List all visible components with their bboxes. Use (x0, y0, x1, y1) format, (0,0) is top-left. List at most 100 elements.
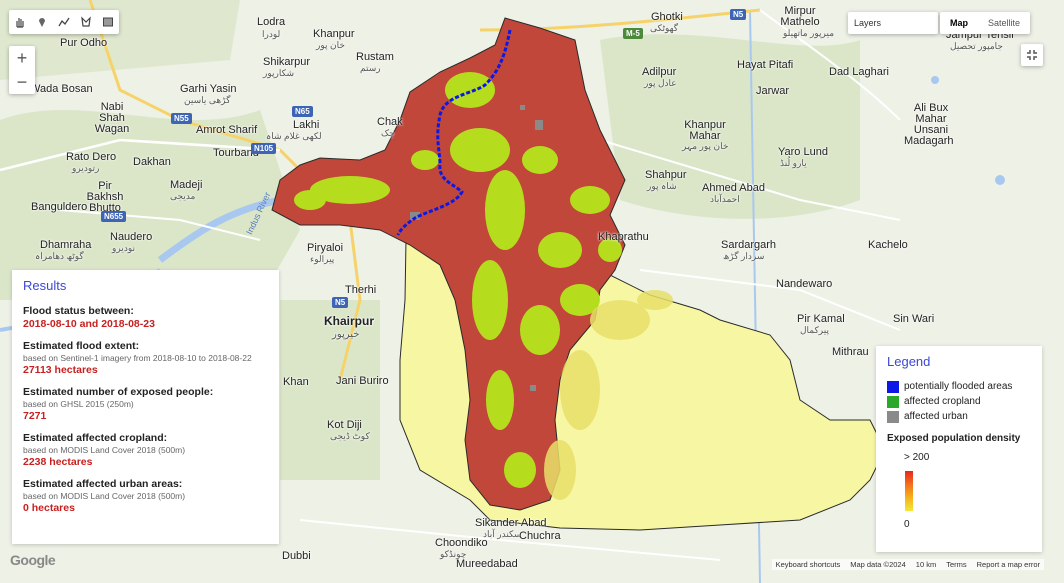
flood-status-value: 2018-08-10 and 2018-08-23 (23, 318, 155, 330)
place-jani-buriro: Jani Buriro (336, 375, 389, 387)
zoom-in-button[interactable]: + (16, 48, 28, 68)
legend-title: Legend (887, 354, 931, 369)
drawing-toolbar (9, 10, 119, 34)
place-dakhan: Dakhan (133, 156, 171, 168)
marker-icon[interactable] (31, 10, 53, 34)
place-khanpur-mahar-urdu: خان پور مہر (682, 141, 729, 151)
flood-extent-heading: Estimated flood extent: (23, 340, 140, 352)
place-dhamraha-urdu: گوٹھ دھامراہ (35, 251, 84, 261)
map-type-map-button[interactable]: Map (950, 18, 968, 28)
flood-extent-section: Estimated flood extent: based on Sentine… (23, 340, 268, 377)
place-hayat-pitafi: Hayat Pitafi (737, 59, 794, 71)
place-naudero-urdu: نودیرو (112, 243, 135, 253)
zoom-out-button[interactable]: − (16, 72, 28, 92)
road-shield-n5: N5 (730, 9, 747, 20)
urban-value: 0 hectares (23, 502, 75, 514)
place-dhamraha: Dhamraha (40, 239, 92, 251)
report-error-link[interactable]: Report a map error (976, 560, 1040, 569)
place-khanpur: Khanpur (313, 28, 355, 40)
place-rato-dero-urdu: رتودیرو (72, 163, 100, 173)
place-choondiko-urdu: چونڈکو (440, 549, 467, 559)
place-rustam: Rustam (356, 51, 394, 63)
place-lakhi: Lakhi (293, 119, 320, 131)
road-shield-n655: N655 (101, 211, 127, 222)
place-shahpur: Shahpur (645, 169, 687, 181)
map-type-control: Map Satellite (940, 12, 1031, 34)
place-kot-diji: Kot Diji (327, 419, 362, 431)
place-kot-diji-urdu: کوٹ ڈیجی (330, 431, 370, 441)
road-shield-m5: M-5 (623, 28, 643, 39)
cropland-heading: Estimated affected cropland: (23, 432, 168, 444)
results-panel: Results Flood status between: 2018-08-10… (12, 270, 279, 544)
place-pur-odho: Pur Odho (60, 37, 108, 49)
place-garhi-yasin-urdu: گڑھی یاسین (184, 95, 231, 105)
place-yaro-lund: Yaro Lund (778, 146, 828, 158)
place-sardargarh-urdu: سردار گڑھ (723, 251, 765, 261)
place-dad-laghari: Dad Laghari (829, 66, 889, 78)
fullscreen-button[interactable] (1021, 44, 1043, 66)
legend-item-flooded: potentially flooded areas (887, 379, 1031, 394)
google-logo: Google (10, 552, 56, 568)
legend-swatch-flooded (887, 380, 899, 393)
place-madeji: Madeji (170, 179, 203, 191)
place-ghotki: Ghotki (651, 11, 683, 23)
place-mirpur-mathelo: Mirpur Mathelo (780, 5, 820, 28)
place-nandewaro: Nandewaro (776, 278, 833, 290)
place-amrot-sharif: Amrot Sharif (196, 124, 258, 136)
place-sikander-abad: Sikander Abad (475, 517, 547, 529)
place-khairpur: Khairpur (324, 314, 375, 328)
place-adilpur-urdu: عادل پور (644, 78, 677, 88)
keyboard-shortcuts-link[interactable]: Keyboard shortcuts (775, 560, 841, 569)
place-choondiko: Choondiko (435, 537, 488, 549)
place-chak: Chak (377, 116, 403, 128)
place-mithrau: Mithrau (832, 346, 869, 358)
road-shield-n105: N105 (251, 143, 277, 154)
place-garhi-yasin: Garhi Yasin (180, 83, 237, 95)
place-chak-urdu: چک (381, 128, 395, 138)
place-khanpur-urdu: خان پور (316, 40, 345, 50)
rectangle-icon[interactable] (97, 10, 119, 34)
cropland-section: Estimated affected cropland: based on MO… (23, 432, 268, 469)
density-title: Exposed population density (887, 433, 1021, 444)
place-ali-bux: Ali Bux Mahar Unsani (913, 102, 949, 136)
place-khairpur-urdu: خیرپور (332, 329, 360, 340)
place-ahmed-abad-urdu: احمدآباد (710, 194, 740, 204)
map-type-satellite-button[interactable]: Satellite (988, 18, 1021, 28)
terms-link[interactable]: Terms (946, 560, 967, 569)
exposed-people-heading: Estimated number of exposed people: (23, 386, 214, 398)
place-dubbi: Dubbi (282, 550, 311, 562)
road-shield-n5-south: N5 (332, 297, 349, 308)
place-kachelo: Kachelo (868, 239, 908, 251)
place-sardargarh: Sardargarh (721, 239, 777, 251)
hand-icon[interactable] (9, 10, 31, 34)
legend-label-flooded: potentially flooded areas (904, 381, 1013, 392)
place-shahpur-urdu: شاہ پور (647, 181, 677, 191)
scale-label[interactable]: 10 km (915, 560, 937, 569)
place-adilpur: Adilpur (642, 66, 677, 78)
place-rato-dero: Rato Dero (66, 151, 117, 163)
density-min-label: 0 (904, 519, 910, 530)
density-color-ramp (905, 471, 913, 511)
place-tourband: Tourband (213, 147, 259, 159)
legend-swatch-urban (887, 410, 899, 423)
place-piryaloi-urdu: پیرالوء (310, 254, 335, 264)
place-rustam-urdu: رستم (360, 63, 381, 73)
place-jampur: Jampur Tensil (946, 29, 1014, 41)
urban-heading: Estimated affected urban areas: (23, 478, 183, 490)
urban-source: based on MODIS Land Cover 2018 (500m) (23, 491, 186, 501)
flood-extent-value: 27113 hectares (23, 364, 98, 376)
place-chuchra: Chuchra (519, 530, 561, 542)
place-mureedabad: Mureedabad (456, 558, 518, 570)
exposed-people-section: Estimated number of exposed people: base… (23, 386, 268, 423)
polygon-icon[interactable] (75, 10, 97, 34)
exposed-people-source: based on GHSL 2015 (250m) (23, 399, 134, 409)
place-pir-kamal-urdu: پیرکمال (800, 325, 829, 335)
place-naudero: Naudero (110, 231, 153, 243)
place-shikarpur: Shikarpur (263, 56, 311, 68)
road-shield-n65: N65 (292, 106, 313, 117)
flood-status-heading: Flood status between: (23, 305, 134, 317)
polyline-icon[interactable] (53, 10, 75, 34)
layers-dropdown[interactable]: Layers (848, 12, 938, 34)
place-bangul-dero: Banguldero (31, 201, 88, 213)
